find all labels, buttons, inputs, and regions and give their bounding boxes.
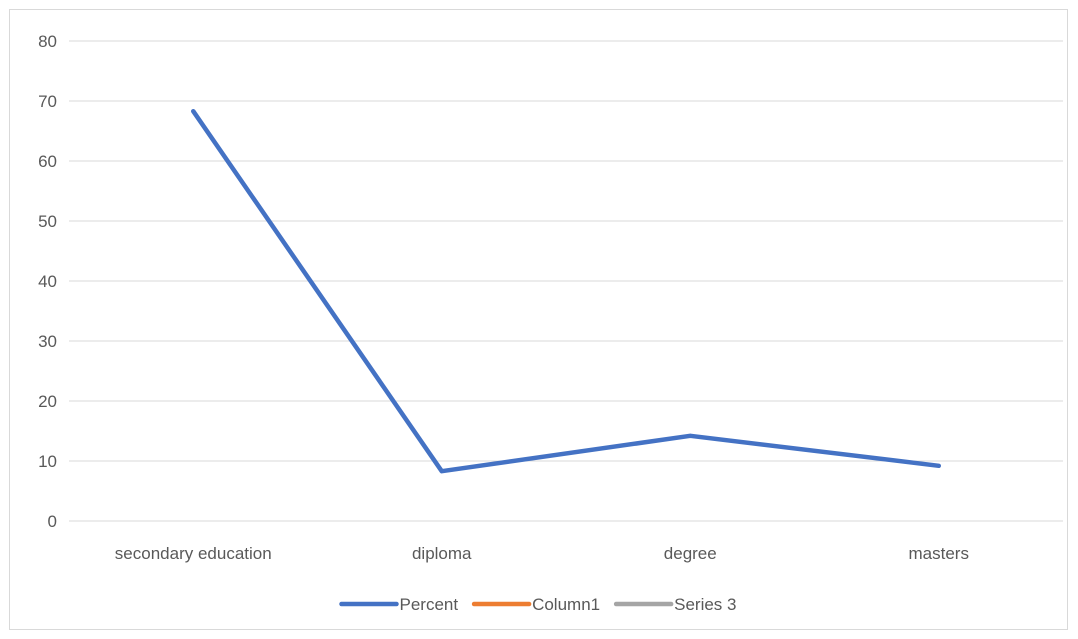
series-layer xyxy=(191,108,941,474)
legend: Percent Column1 Series 3 xyxy=(339,595,737,614)
x-tick-label: diploma xyxy=(412,544,472,563)
legend-item: Column1 xyxy=(471,595,600,614)
x-axis-ticks: secondary education diploma degree masters xyxy=(115,544,969,563)
legend-item: Percent xyxy=(339,595,458,614)
y-axis-ticks: 0 10 20 30 40 50 60 70 80 xyxy=(38,32,57,531)
x-tick-label: secondary education xyxy=(115,544,272,563)
legend-label: Column1 xyxy=(532,595,600,614)
y-tick-label: 80 xyxy=(38,32,57,51)
legend-label: Series 3 xyxy=(674,595,736,614)
y-tick-label: 40 xyxy=(38,272,57,291)
y-tick-label: 50 xyxy=(38,212,57,231)
x-tick-label: degree xyxy=(664,544,717,563)
y-tick-label: 20 xyxy=(38,392,57,411)
x-tick-label: masters xyxy=(909,544,969,563)
chart-area xyxy=(9,9,1068,630)
legend-label: Percent xyxy=(399,595,458,614)
y-tick-label: 70 xyxy=(38,92,57,111)
y-tick-label: 30 xyxy=(38,332,57,351)
legend-item: Series 3 xyxy=(613,595,737,614)
series-line xyxy=(191,108,941,474)
gridlines xyxy=(69,40,1063,522)
y-tick-label: 10 xyxy=(38,452,57,471)
y-tick-label: 60 xyxy=(38,152,57,171)
y-tick-label: 0 xyxy=(48,512,57,531)
